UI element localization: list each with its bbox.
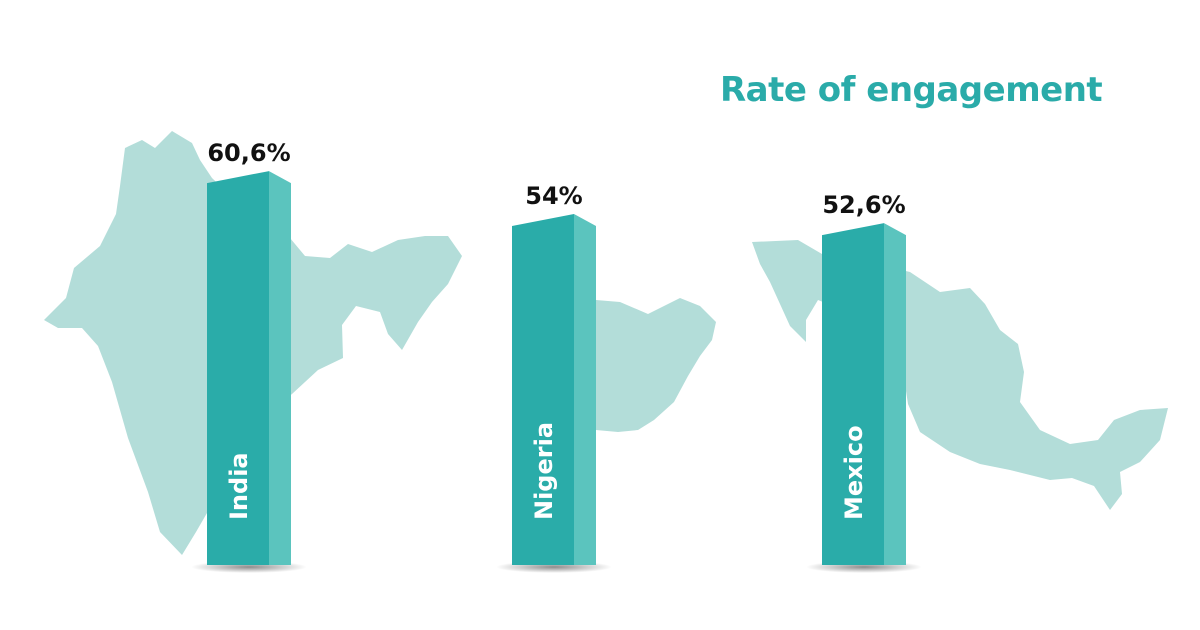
mexico-map [752, 240, 1168, 510]
value-label-mexico: 52,6% [822, 191, 905, 219]
bars: 60,6% India 54% Nigeria 52,6% Mexico [191, 139, 922, 573]
bar-nigeria [512, 214, 574, 565]
bar-side-india [269, 171, 291, 565]
category-label-nigeria: Nigeria [530, 422, 558, 520]
bar-side-nigeria [574, 214, 596, 565]
chart-title: Rate of engagement [720, 70, 1103, 110]
nigeria-map [596, 298, 716, 432]
bar-mexico [822, 223, 884, 565]
value-label-nigeria: 54% [525, 182, 582, 210]
value-label-india: 60,6% [207, 139, 290, 167]
bar-side-mexico [884, 223, 906, 565]
category-label-india: India [225, 452, 253, 520]
category-label-mexico: Mexico [840, 425, 868, 520]
bar-india [207, 171, 269, 565]
